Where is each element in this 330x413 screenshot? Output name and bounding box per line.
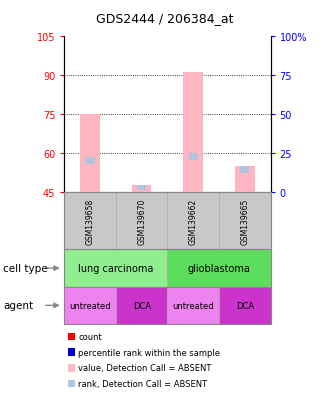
Text: DCA: DCA xyxy=(236,301,254,310)
Text: glioblastoma: glioblastoma xyxy=(187,263,250,273)
Text: value, Detection Call = ABSENT: value, Detection Call = ABSENT xyxy=(78,363,212,373)
Text: rank, Detection Call = ABSENT: rank, Detection Call = ABSENT xyxy=(78,379,207,388)
Text: agent: agent xyxy=(3,301,33,311)
Bar xyxy=(240,166,249,174)
Text: GDS2444 / 206384_at: GDS2444 / 206384_at xyxy=(96,12,234,25)
Bar xyxy=(183,73,203,192)
Text: count: count xyxy=(78,332,102,341)
Text: lung carcinoma: lung carcinoma xyxy=(78,263,153,273)
Text: GSM139665: GSM139665 xyxy=(240,198,249,244)
Text: GSM139658: GSM139658 xyxy=(85,198,95,244)
Text: GSM139662: GSM139662 xyxy=(189,198,198,244)
Bar xyxy=(132,185,151,192)
Text: DCA: DCA xyxy=(133,301,151,310)
Bar xyxy=(137,185,146,191)
Text: untreated: untreated xyxy=(69,301,111,310)
Bar xyxy=(80,114,100,192)
Text: GSM139670: GSM139670 xyxy=(137,198,146,244)
Bar xyxy=(235,166,255,192)
Bar xyxy=(85,157,95,165)
Text: cell type: cell type xyxy=(3,263,48,273)
Text: untreated: untreated xyxy=(173,301,214,310)
Text: percentile rank within the sample: percentile rank within the sample xyxy=(78,348,220,357)
Bar xyxy=(189,153,198,161)
